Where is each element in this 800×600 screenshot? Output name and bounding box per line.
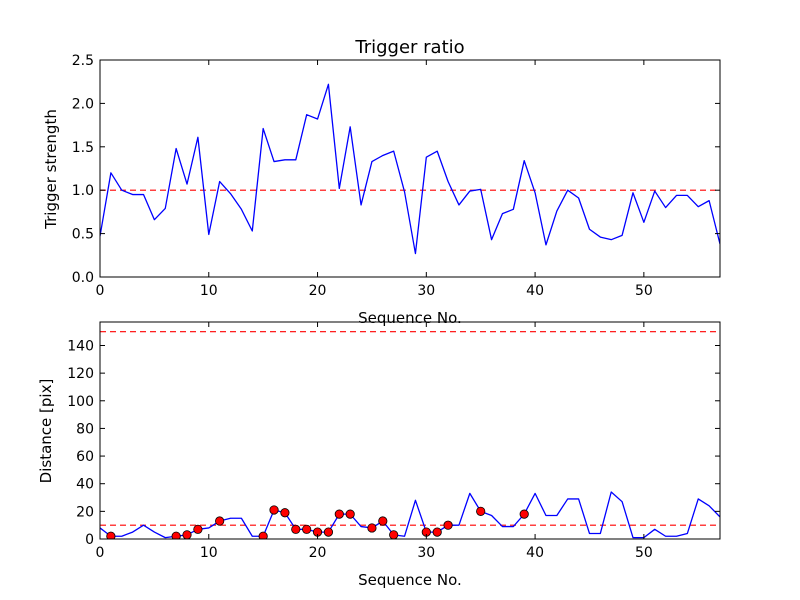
bottom-marker-point — [334, 509, 344, 519]
bottom-y-tick-label: 0 — [85, 532, 94, 548]
bottom-x-axis-label: Sequence No. — [358, 571, 462, 589]
top-series-line — [100, 83, 720, 255]
bottom-x-tick-label: 0 — [96, 545, 105, 561]
bottom-x-tick-label: 40 — [526, 545, 544, 561]
bottom-marker-point — [302, 524, 312, 534]
top-y-tick-label: 1.0 — [72, 183, 94, 199]
bottom-marker-point — [323, 527, 334, 537]
bottom-marker-point — [280, 508, 290, 518]
bottom-marker-point — [519, 509, 529, 519]
bottom-marker-point — [171, 531, 181, 539]
bottom-y-tick-label: 20 — [76, 504, 94, 520]
bottom-marker-point — [291, 524, 301, 534]
bottom-marker-point — [345, 509, 355, 519]
bottom-y-axis-label: Distance [pix] — [37, 379, 55, 484]
bottom-series-line — [100, 491, 720, 539]
top-x-tick-label: 0 — [96, 283, 105, 299]
top-chart-title: Trigger ratio — [354, 37, 464, 58]
top-y-tick-label: 1.5 — [72, 140, 94, 156]
bottom-y-tick-label: 80 — [76, 421, 94, 437]
bottom-y-tick-label: 120 — [67, 366, 94, 382]
bottom-marker-point — [215, 516, 225, 526]
bottom-x-tick-label: 10 — [200, 545, 218, 561]
top-y-tick-label: 2.0 — [72, 96, 94, 112]
top-plot-content — [100, 83, 720, 255]
bottom-y-tick-label: 100 — [67, 394, 94, 410]
top-x-axis-label: Sequence No. — [358, 309, 462, 327]
bottom-y-tick-label: 60 — [76, 449, 94, 465]
bottom-marker-point — [443, 520, 453, 530]
top-x-tick-label: 50 — [635, 283, 653, 299]
bottom-marker-point — [193, 524, 203, 534]
top-x-tick-label: 10 — [200, 283, 218, 299]
bottom-plot-area: 0 10 20 30 40 50 0 20 40 60 80 100 120 140 — [67, 321, 721, 561]
top-y-tick-label: 2.5 — [72, 53, 94, 69]
top-y-tick-label: 0.0 — [72, 270, 94, 286]
bottom-chart: 0 10 20 30 40 50 0 20 40 60 80 100 120 140 Sequence N… — [37, 321, 721, 589]
bottom-marker-point — [258, 531, 268, 539]
top-plot-area: 0 10 20 30 40 50 0.0 0.5 1.0 1.5 2.0 2.5 — [72, 53, 721, 299]
top-y-axis-label: Trigger strength — [42, 109, 60, 230]
bottom-marker-point — [432, 527, 442, 537]
top-x-tick-label: 30 — [417, 283, 435, 299]
bottom-marker-point — [182, 530, 192, 539]
bottom-y-tick-label: 40 — [76, 477, 94, 493]
bottom-marker-point — [389, 530, 399, 539]
top-chart: Trigger ratio 0 10 20 30 40 50 0.0 0.5 1.0 1.5 2.0… — [42, 37, 721, 327]
bottom-plot-content — [100, 331, 720, 539]
bottom-marker-point — [476, 506, 486, 516]
bottom-axes-frame — [99, 321, 721, 540]
bottom-marker-point — [106, 531, 116, 539]
top-y-tick-label: 0.5 — [72, 227, 94, 243]
bottom-x-tick-label: 30 — [417, 545, 435, 561]
top-axes-frame — [99, 59, 721, 278]
bottom-marker-point — [269, 505, 279, 515]
top-x-tick-label: 20 — [309, 283, 327, 299]
bottom-x-tick-label: 20 — [309, 545, 327, 561]
top-x-tick-label: 40 — [526, 283, 544, 299]
bottom-marker-point — [378, 516, 388, 526]
bottom-marker-point — [367, 523, 377, 533]
bottom-x-tick-label: 50 — [635, 545, 653, 561]
bottom-y-tick-label: 140 — [67, 338, 94, 354]
